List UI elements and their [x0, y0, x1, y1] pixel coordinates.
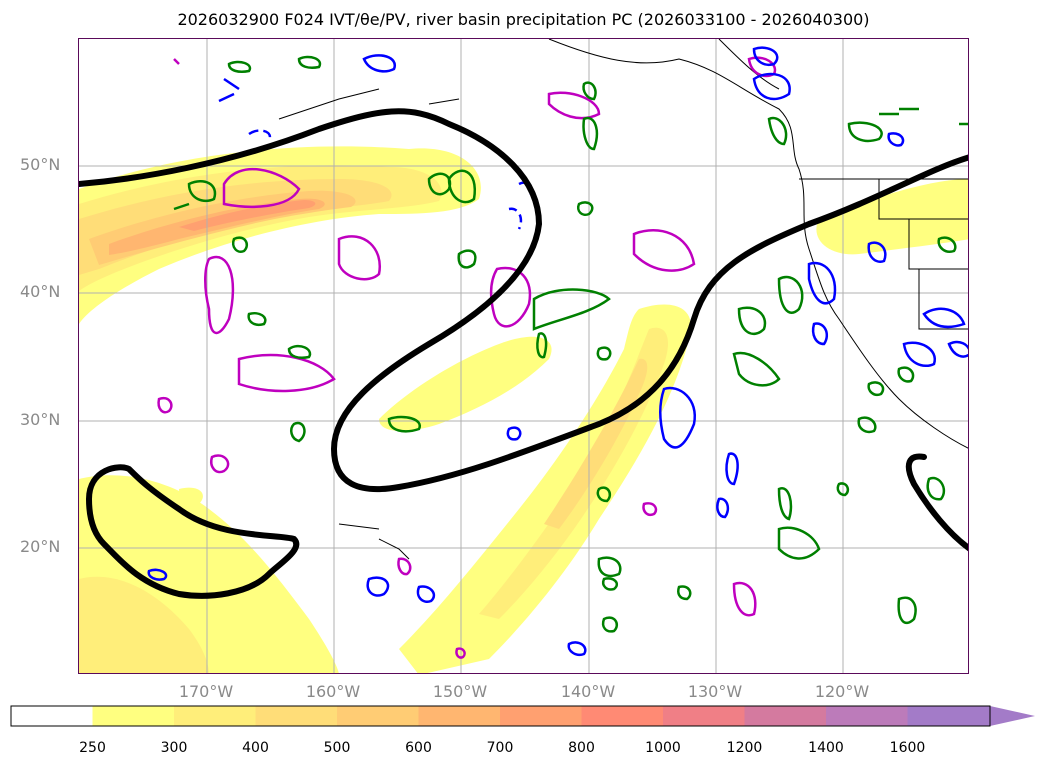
lat-label-40: 40°N [20, 282, 61, 301]
colorbar-segment [500, 706, 582, 726]
colorbar-outline [10, 705, 991, 727]
ivt-shading-southwest [79, 475, 339, 673]
colorbar-tick-label: 700 [486, 740, 514, 756]
lon-label-120w: 120°W [814, 682, 870, 701]
colorbar-tick-label: 1200 [726, 740, 763, 756]
map-canvas [79, 39, 968, 673]
colorbar-segment [907, 706, 990, 726]
colorbar-tick-label: 500 [323, 740, 351, 756]
lon-label-160w: 160°W [305, 682, 361, 701]
colorbar-tick-label: 1000 [645, 740, 681, 756]
colorbar-tick-label: 250 [79, 740, 106, 756]
lon-label-170w: 170°W [178, 682, 234, 701]
lon-label-150w: 150°W [432, 682, 488, 701]
ivt-shading-california [816, 179, 968, 255]
pv-contours [157, 56, 777, 659]
trough-lines [79, 108, 968, 599]
colorbar-segment [581, 706, 664, 726]
colorbar-tick-label: 800 [568, 740, 595, 756]
colorbar-tick-label: 600 [405, 740, 432, 756]
colorbar-segment [337, 706, 419, 726]
colorbar-segment [92, 706, 175, 726]
colorbar [10, 705, 1035, 727]
colorbar-tick-label: 1400 [808, 740, 844, 756]
colorbar-segment [663, 706, 745, 726]
precip-contours [147, 46, 968, 656]
lon-label-130w: 130°W [687, 682, 743, 701]
colorbar-tick-label: 400 [242, 740, 269, 756]
colorbar-segment [418, 706, 501, 726]
lon-label-140w: 140°W [560, 682, 616, 701]
colorbar-segment [826, 706, 908, 726]
coastlines [278, 39, 968, 560]
map-panel [78, 38, 969, 674]
colorbar-tick-label: 300 [160, 740, 188, 756]
colorbar-segment [255, 706, 338, 726]
colorbar-extend-arrow [990, 706, 1035, 726]
colorbar-tick-label: 1600 [889, 740, 926, 756]
colorbar-segment [744, 706, 827, 726]
chart-title: 2026032900 F024 IVT/θe/PV, river basin p… [177, 10, 870, 29]
colorbar-under-segment [11, 706, 93, 726]
theta-e-contours [173, 55, 968, 633]
ivt-shading-north [79, 146, 481, 324]
lat-label-50: 50°N [20, 155, 61, 174]
lat-label-20: 20°N [20, 537, 61, 556]
colorbar-segment [174, 706, 256, 726]
ivt-shading-plume [379, 304, 691, 673]
lat-label-30: 30°N [20, 410, 61, 429]
